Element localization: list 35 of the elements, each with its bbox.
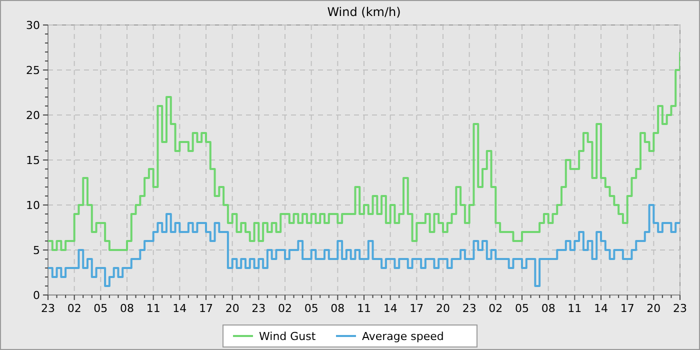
x-tick-label: 14 xyxy=(594,302,608,315)
x-tick-label: 08 xyxy=(330,302,345,315)
x-tick-label: 05 xyxy=(304,302,318,315)
x-tick-label: 08 xyxy=(541,302,556,315)
y-tick-label: 25 xyxy=(26,64,40,77)
y-tick-label: 0 xyxy=(33,289,40,302)
x-tick-label: 20 xyxy=(225,302,240,315)
x-tick-label: 14 xyxy=(383,302,398,315)
x-tick-label: 05 xyxy=(515,302,529,315)
x-tick-label: 02 xyxy=(67,302,82,315)
x-tick-label: 17 xyxy=(620,302,634,315)
y-tick-label: 10 xyxy=(26,199,40,212)
x-tick-label: 02 xyxy=(488,302,503,315)
x-tick-label: 08 xyxy=(120,302,134,315)
chart-title: Wind (km/h) xyxy=(327,5,401,19)
x-tick-label: 11 xyxy=(568,302,582,315)
x-tick-label: 23 xyxy=(673,302,687,315)
x-tick-label: 05 xyxy=(94,302,108,315)
x-tick-label: 23 xyxy=(252,302,266,315)
x-tick-label: 17 xyxy=(410,302,424,315)
x-tick-label: 23 xyxy=(462,302,476,315)
x-tick-label: 14 xyxy=(172,302,187,315)
y-tick-label: 30 xyxy=(26,19,40,32)
y-tick-label: 15 xyxy=(26,154,40,167)
y-tick-label: 5 xyxy=(33,244,40,257)
x-tick-label: 02 xyxy=(278,302,292,315)
legend-label: Average speed xyxy=(362,330,444,343)
y-tick-label: 20 xyxy=(26,109,40,122)
x-tick-label: 17 xyxy=(199,302,213,315)
x-tick-label: 20 xyxy=(436,302,450,315)
x-tick-label: 11 xyxy=(146,302,160,315)
legend-label: Wind Gust xyxy=(259,330,316,343)
x-tick-label: 20 xyxy=(646,302,661,315)
x-tick-label: 11 xyxy=(357,302,371,315)
x-tick-label: 23 xyxy=(41,302,55,315)
